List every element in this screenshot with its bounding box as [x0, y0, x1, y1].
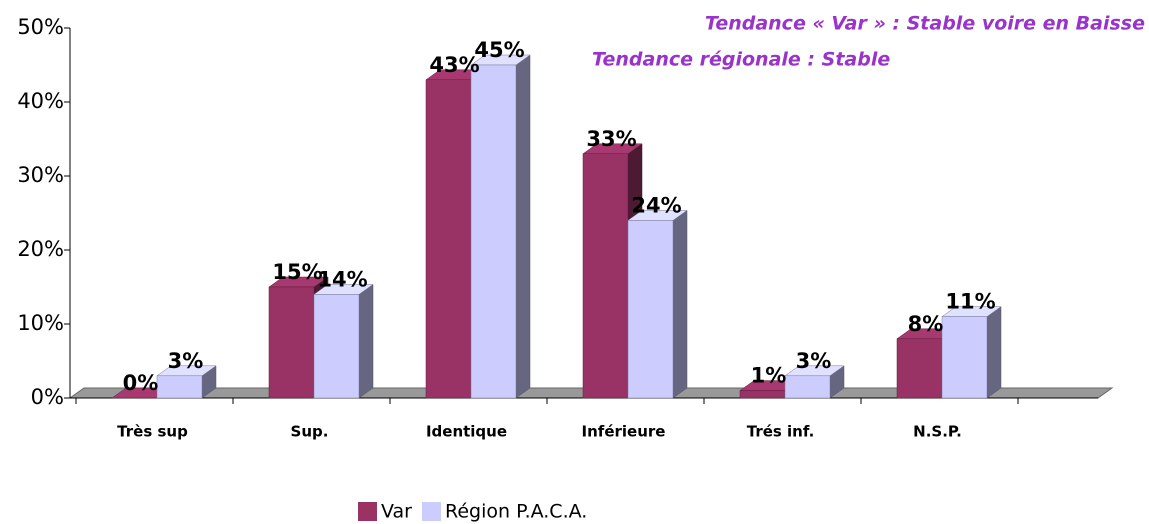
bar	[784, 375, 831, 399]
value-label: 8%	[908, 312, 944, 336]
bar-side	[672, 209, 688, 399]
bar	[313, 294, 360, 399]
y-tick-label: 0%	[31, 385, 64, 409]
legend-label: Var	[381, 501, 412, 523]
y-tick-label: 10%	[17, 311, 64, 335]
bar-side	[358, 283, 374, 399]
x-tick-label: Très sup	[117, 423, 188, 441]
x-tick-label: Sup.	[291, 423, 329, 441]
legend-swatch	[421, 502, 441, 521]
y-tick-label: 50%	[17, 15, 64, 39]
y-tick-label: 40%	[17, 89, 64, 113]
bar	[739, 390, 786, 399]
value-label: 3%	[796, 349, 832, 373]
bar	[896, 338, 943, 399]
annotation: Tendance régionale : Stable	[592, 49, 890, 71]
value-label: 14%	[317, 267, 367, 291]
x-tick-label: Trés inf.	[747, 423, 815, 441]
bar-side	[515, 54, 531, 399]
legend-label: Région P.A.C.A.	[445, 501, 587, 523]
value-label: 3%	[168, 349, 204, 373]
value-label: 0%	[123, 371, 159, 395]
value-label: 11%	[945, 290, 995, 314]
annotation: Tendance « Var » : Stable voire en Baiss…	[705, 13, 1145, 35]
bar	[470, 64, 517, 399]
bar	[425, 79, 472, 399]
bar	[582, 153, 629, 399]
value-label: 1%	[751, 364, 787, 388]
value-label: 15%	[272, 260, 322, 284]
bar	[268, 286, 315, 399]
value-label: 24%	[631, 193, 681, 217]
bar	[156, 375, 203, 399]
value-label: 33%	[586, 127, 636, 151]
y-tick-label: 30%	[17, 163, 64, 187]
legend-swatch	[358, 502, 377, 521]
value-label: 43%	[429, 53, 479, 77]
bar	[941, 316, 988, 399]
x-tick-label: N.S.P.	[913, 423, 962, 441]
x-tick-label: Inférieure	[582, 423, 666, 441]
value-label: 45%	[474, 38, 524, 62]
y-tick-label: 20%	[17, 237, 64, 261]
bar	[627, 220, 674, 399]
x-tick-label: Identique	[426, 423, 507, 441]
bar-side	[986, 306, 1002, 399]
